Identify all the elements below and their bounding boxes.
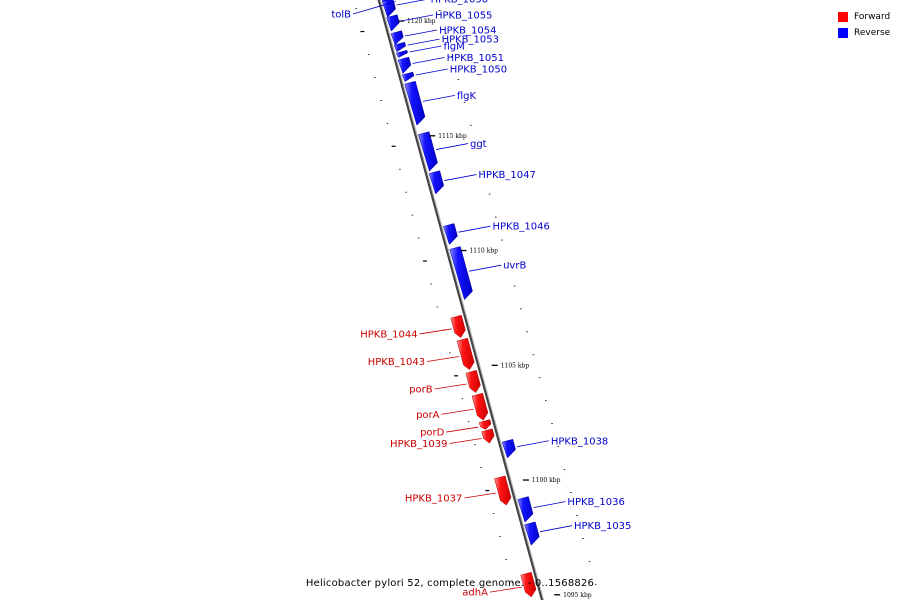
leader-HPKB_1050 [415,68,448,76]
leader-HPKB_1037 [464,492,497,499]
gene-label-adhA[interactable]: adhA [462,588,488,599]
leader-HPKB_1053 [407,38,440,46]
leader-HPKB_1035 [539,525,573,533]
gene-label-porB[interactable]: porB [409,385,433,396]
scale-ticks: 1120 kbp 1115 kbp 1110 kbp 1105 kbp 1100 kbp… [398,18,592,599]
gene-HPKB_1043[interactable] [456,337,475,371]
leader-porD [446,426,479,433]
leader-ggt [435,143,469,150]
legend-forward-label: Forward [854,12,891,22]
backbone-highlight [379,0,545,600]
reverse-swatch [838,28,848,38]
forward-swatch [838,12,848,22]
leader-porB [434,383,467,390]
gene-label-HPKB_1038[interactable]: HPKB_1038 [551,436,608,447]
legend: Forward Reverse [838,9,890,41]
gene-HPKB_1036[interactable] [517,496,534,523]
gene-label-HPKB_1035[interactable]: HPKB_1035 [574,521,631,532]
leader-HPKB_1056 [396,0,426,6]
backbone [377,0,545,600]
gene-adhA[interactable] [520,571,537,598]
leader-flgM [409,45,442,53]
gene-flgM[interactable] [395,49,408,58]
gene-label-uvrB[interactable]: uvrB [503,261,526,272]
gene-labels: tolB HPKB_1056 HPKB_1055 HPKB_1054HPKB_1053… [331,0,631,599]
leader-porA [441,408,474,415]
gene-label-HPKB_1051[interactable]: HPKB_1051 [447,53,504,64]
gene-label-HPKB_1050[interactable]: HPKB_1050 [450,64,507,75]
gene-label-porD[interactable]: porD [420,428,445,439]
leader-HPKB_1038 [516,440,549,448]
scale-tick-label: 1105 kbp [501,362,530,369]
genome-caption: Helicobacter pylori 52, complete genome.… [305,578,595,589]
leader-HPKB_1044 [419,328,452,335]
leader-HPKB_1039 [449,438,482,444]
gene-HPKB_1053[interactable] [393,41,406,53]
gene-HPKB_1051[interactable] [397,56,412,74]
gene-label-flgK[interactable]: flgK [457,91,477,102]
scale-tick-label: 1100 kbp [532,477,561,484]
gene-HPKB_1055[interactable] [386,14,400,32]
leader-adhA [489,586,522,593]
gene-label-HPKB_1036[interactable]: HPKB_1036 [567,497,624,508]
gene-HPKB_1050[interactable] [401,71,415,82]
gene-label-HPKB_1047[interactable]: HPKB_1047 [478,170,535,181]
genes [381,0,540,598]
gene-label-HPKB_1054[interactable]: HPKB_1054 [439,25,496,36]
leader-tolB [352,1,396,15]
leader-HPKB_1051 [412,57,445,64]
scale-tick-label: 1110 kbp [469,248,498,255]
gene-label-HPKB_1044[interactable]: HPKB_1044 [360,329,417,340]
gene-label-HPKB_1053[interactable]: HPKB_1053 [442,35,499,46]
gene-label-flgM[interactable]: flgM [443,42,464,53]
leader-HPKB_1046 [458,225,491,233]
leader-uvrB [469,264,502,272]
gene-label-HPKB_1043[interactable]: HPKB_1043 [368,357,425,368]
legend-reverse-label: Reverse [854,28,891,38]
gene-label-HPKB_1039[interactable]: HPKB_1039 [390,439,447,450]
gene-porA[interactable] [471,392,489,421]
gene-porB[interactable] [465,369,481,393]
leader-HPKB_1054 [404,29,438,37]
gene-HPKB_1046[interactable] [443,223,458,245]
leader-HPKB_1043 [427,356,460,362]
gene-label-HPKB_1055[interactable]: HPKB_1055 [435,11,492,22]
scale-tick-label: 1115 kbp [438,133,467,140]
gene-HPKB_1035[interactable] [524,521,540,546]
gene-label-HPKB_1037[interactable]: HPKB_1037 [405,494,462,505]
gene-HPKB_1047[interactable] [428,170,444,195]
leader-HPKB_1047 [444,174,477,181]
gene-HPKB_1038[interactable] [501,438,516,459]
gene-HPKB_1037[interactable] [494,475,512,506]
legend-forward: Forward [838,9,890,25]
gene-HPKB_1039[interactable] [481,428,495,444]
legend-reverse: Reverse [838,25,890,41]
gene-uvrB[interactable] [449,246,473,301]
scale-tick-label: 1120 kbp [407,18,436,25]
gene-HPKB_1054[interactable] [390,30,404,46]
gene-porD[interactable] [478,419,492,430]
leader-HPKB_1055 [400,14,434,22]
tick-dots [355,8,597,585]
scale-tick-label: 1095 kbp [563,592,592,599]
gene-HPKB_1056[interactable] [381,0,396,16]
backbone-line [377,0,544,600]
gene-HPKB_1044[interactable] [450,314,466,338]
gene-label-HPKB_1046[interactable]: HPKB_1046 [492,222,549,233]
gene-label-porA[interactable]: porA [416,410,440,421]
leader-flgK [422,94,455,102]
gene-label-tolB[interactable]: tolB [331,10,351,21]
gene-label-ggt[interactable]: ggt [470,139,487,150]
gene-flgK[interactable] [404,80,426,126]
leader-HPKB_1036 [533,501,566,508]
gene-ggt[interactable] [418,131,438,172]
gene-label-HPKB_1056[interactable]: HPKB_1056 [431,0,488,5]
